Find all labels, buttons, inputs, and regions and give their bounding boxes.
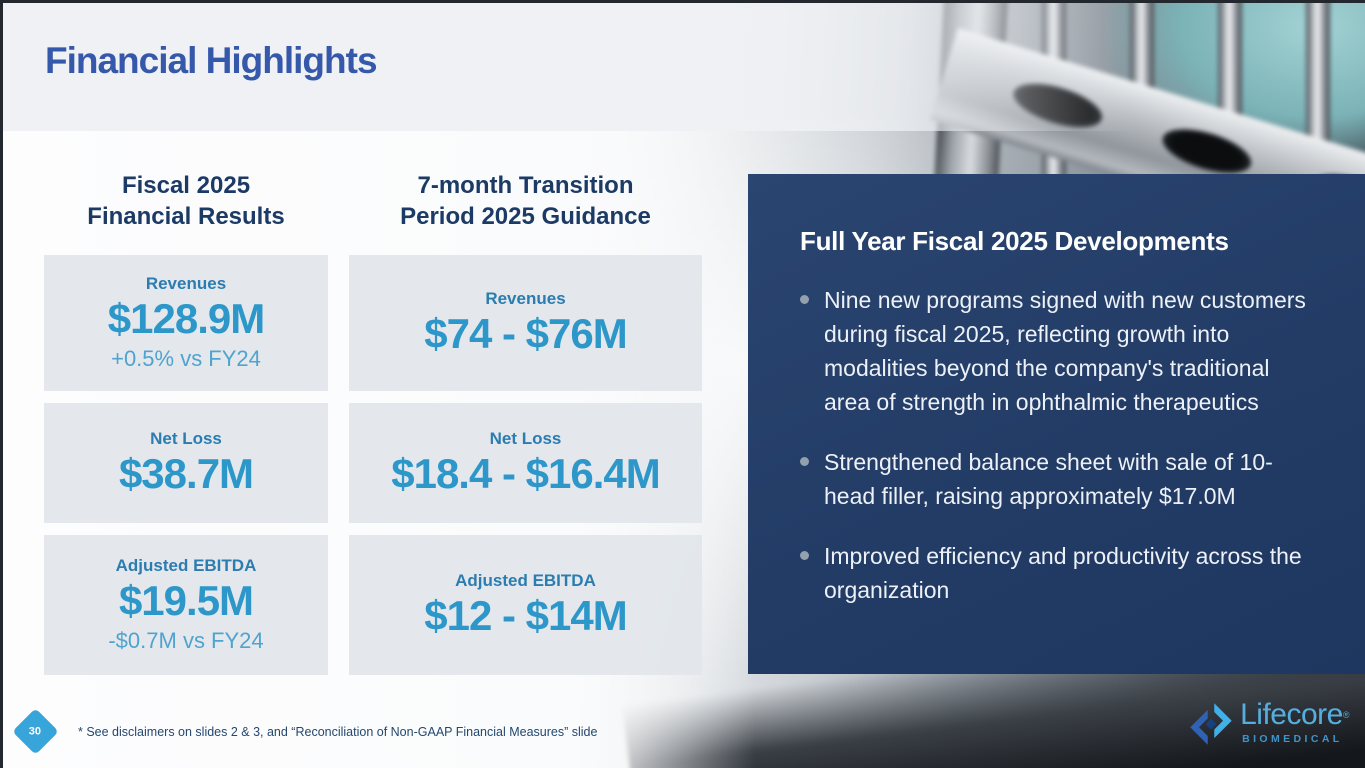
card-label: Revenues: [145, 274, 227, 294]
card-label: Revenues: [485, 289, 566, 309]
card-netloss-results: Net Loss $38.7M: [44, 403, 328, 523]
lifecore-diamond-icon: [1190, 703, 1232, 745]
card-netloss-guidance: Net Loss $18.4 - $16.4M: [349, 403, 702, 523]
panel-heading: Full Year Fiscal 2025 Developments: [800, 226, 1229, 256]
card-value: $19.5M: [118, 577, 254, 625]
bullet-text: Strengthened balance sheet with sale of …: [824, 449, 1273, 509]
bullet-dot: [800, 551, 809, 560]
bullet-text: Improved efficiency and productivity acr…: [824, 543, 1302, 603]
lifecore-logo: Lifecore® BIOMEDICAL: [1189, 698, 1350, 748]
page-title: Financial Highlights: [45, 40, 378, 81]
developments-panel: Full Year Fiscal 2025 Developments Nine …: [748, 174, 1365, 674]
slide-top-edge: [0, 0, 1365, 3]
results-column-heading: Fiscal 2025 Financial Results: [44, 170, 328, 232]
card-note: -$0.7M vs FY24: [108, 627, 264, 653]
card-value: $12 - $14M: [424, 592, 627, 640]
guidance-heading-line2: Period 2025 Guidance: [400, 203, 651, 230]
bullet-dot: [800, 457, 809, 466]
logo-wordmark: Lifecore®: [1240, 698, 1350, 731]
card-label: Adjusted EBITDA: [115, 556, 257, 576]
results-heading-line2: Financial Results: [87, 203, 285, 230]
bullet-dot: [800, 295, 809, 304]
logo-subtitle: BIOMEDICAL: [1242, 733, 1343, 745]
card-revenues-results: Revenues $128.9M +0.5% vs FY24: [44, 255, 328, 391]
bullet-text: Nine new programs signed with new custom…: [824, 287, 1306, 415]
card-value: $38.7M: [118, 450, 254, 498]
card-value: $74 - $76M: [424, 310, 627, 358]
registered-mark: ®: [1342, 710, 1350, 720]
card-ebitda-results: Adjusted EBITDA $19.5M -$0.7M vs FY24: [44, 535, 328, 675]
card-revenues-guidance: Revenues $74 - $76M: [349, 255, 702, 391]
guidance-heading-line1: 7-month Transition: [417, 172, 634, 199]
page-number: 30: [29, 725, 42, 738]
logo-text: Lifecore® BIOMEDICAL: [1240, 698, 1350, 746]
card-label: Net Loss: [150, 429, 222, 449]
slide-left-edge: [0, 0, 3, 768]
card-ebitda-guidance: Adjusted EBITDA $12 - $14M: [349, 535, 702, 675]
card-value: $18.4 - $16.4M: [391, 450, 661, 498]
bullet-item: Improved efficiency and productivity acr…: [800, 539, 1312, 607]
disclaimer-footnote: * See disclaimers on slides 2 & 3, and “…: [78, 725, 598, 739]
card-note: +0.5% vs FY24: [111, 345, 261, 371]
bullet-item: Nine new programs signed with new custom…: [800, 283, 1312, 419]
bullet-item: Strengthened balance sheet with sale of …: [800, 445, 1312, 513]
results-heading-line1: Fiscal 2025: [121, 172, 251, 199]
card-label: Net Loss: [489, 429, 562, 449]
card-value: $128.9M: [107, 295, 265, 343]
guidance-column-heading: 7-month Transition Period 2025 Guidance: [349, 170, 702, 232]
card-label: Adjusted EBITDA: [455, 571, 596, 591]
header-band: [0, 0, 1365, 131]
